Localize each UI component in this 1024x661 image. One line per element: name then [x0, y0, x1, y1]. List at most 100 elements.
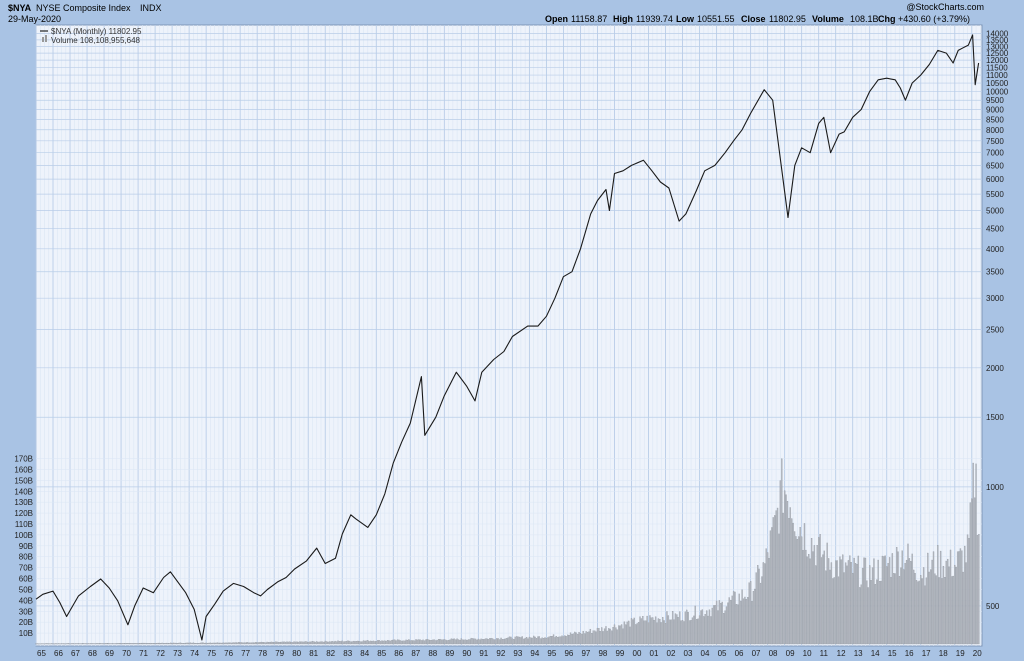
volume-bar	[622, 628, 624, 645]
volume-tick-label: 110B	[15, 520, 33, 529]
volume-bar	[228, 642, 230, 645]
volume-bar	[705, 610, 708, 645]
volume-bar	[238, 642, 240, 645]
year-tick-label: 14	[871, 649, 880, 658]
volume-bar	[636, 623, 638, 645]
volume-bar	[501, 639, 504, 645]
volume-bar	[754, 588, 756, 645]
volume-bar	[36, 643, 39, 645]
volume-bar	[391, 640, 393, 645]
volume-bar	[962, 571, 964, 645]
volume-bar	[912, 569, 915, 645]
volume-bar	[175, 642, 178, 645]
price-tick-label: 13500	[986, 36, 1009, 45]
volume-bar	[707, 615, 709, 645]
volume-bar	[330, 641, 332, 645]
year-tick-label: 96	[564, 649, 573, 658]
volume-bar	[280, 641, 282, 645]
volume-bar	[632, 619, 634, 645]
legend-volume: Volume 108,108,955,648	[51, 36, 141, 45]
volume-bar	[826, 542, 828, 645]
volume-tick-label: 160B	[14, 465, 33, 474]
year-tick-label: 05	[718, 649, 727, 658]
year-tick-label: 90	[462, 649, 471, 658]
volume-bar	[551, 636, 553, 645]
volume-tick-label: 60B	[19, 575, 33, 584]
volume-bar	[467, 639, 470, 645]
volume-bar	[430, 640, 433, 645]
volume-bar	[822, 554, 824, 645]
volume-bar	[83, 643, 85, 645]
price-tick-label: 4500	[986, 225, 1004, 234]
volume-bar	[480, 638, 482, 645]
volume-tick-label: 40B	[19, 596, 33, 605]
volume-bar	[633, 617, 635, 645]
volume-bar	[679, 611, 681, 645]
volume-bar	[204, 642, 206, 645]
price-tick-label: 13000	[986, 42, 1009, 51]
volume-bar	[331, 641, 333, 645]
volume-tick-label: 120B	[14, 509, 33, 518]
volume-bar	[748, 582, 750, 645]
volume-bar	[701, 609, 704, 645]
volume-bar	[384, 640, 386, 645]
volume-bar	[674, 613, 677, 645]
volume-bar	[691, 617, 694, 645]
volume-bar	[799, 527, 801, 645]
volume-bar	[863, 557, 865, 645]
volume-bar	[157, 642, 159, 645]
volume-bar	[209, 642, 212, 645]
volume-bar	[216, 642, 219, 645]
year-tick-label: 98	[598, 649, 607, 658]
volume-tick-label: 50B	[19, 585, 33, 594]
volume-bar	[334, 640, 336, 645]
volume-bar	[589, 628, 592, 645]
volume-bar	[523, 638, 525, 645]
volume-bar	[837, 576, 840, 645]
legend-price: $NYA (Monthly) 11802.95	[51, 27, 142, 36]
volume-bar	[35, 643, 37, 645]
volume-bar	[619, 625, 621, 645]
volume-bar	[79, 643, 81, 645]
volume-bar	[659, 619, 661, 645]
year-tick-label: 86	[394, 649, 403, 658]
year-tick-label: 20	[973, 649, 982, 658]
volume-bar	[687, 612, 689, 645]
volume-bar	[229, 642, 231, 645]
legend: $NYA (Monthly) 11802.95 Volume 108,108,9…	[40, 27, 142, 45]
volume-bar	[533, 635, 535, 645]
volume-bar	[952, 575, 955, 645]
volume-bar	[660, 622, 662, 645]
volume-bar	[893, 573, 895, 645]
year-tick-label: 71	[139, 649, 148, 658]
volume-bar	[87, 643, 90, 645]
volume-bar	[579, 633, 582, 645]
volume-bar	[202, 642, 204, 645]
volume-bar	[435, 640, 437, 645]
volume-bar	[955, 566, 957, 645]
volume-bar	[84, 643, 87, 645]
volume-bar	[548, 636, 550, 645]
volume-bar	[870, 580, 872, 645]
volume-bar	[558, 636, 560, 645]
volume-bar	[704, 614, 706, 645]
volume-bar	[759, 582, 762, 645]
volume-bar	[711, 607, 713, 645]
volume-bar	[116, 643, 118, 645]
volume-bar	[304, 641, 307, 645]
volume-bar	[89, 643, 91, 645]
volume-bar	[297, 641, 299, 645]
volume-bar	[647, 622, 650, 645]
volume-bar	[550, 636, 552, 645]
year-tick-label: 95	[547, 649, 556, 658]
volume-bar	[881, 555, 884, 645]
volume-bar	[185, 642, 187, 645]
price-tick-label: 4000	[986, 245, 1004, 254]
volume-bar	[70, 643, 73, 645]
volume-bar	[93, 643, 95, 645]
volume-bar	[388, 640, 390, 645]
year-tick-label: 84	[360, 649, 369, 658]
volume-bar	[153, 643, 155, 645]
year-tick-label: 79	[275, 649, 284, 658]
volume-bar	[669, 619, 671, 645]
